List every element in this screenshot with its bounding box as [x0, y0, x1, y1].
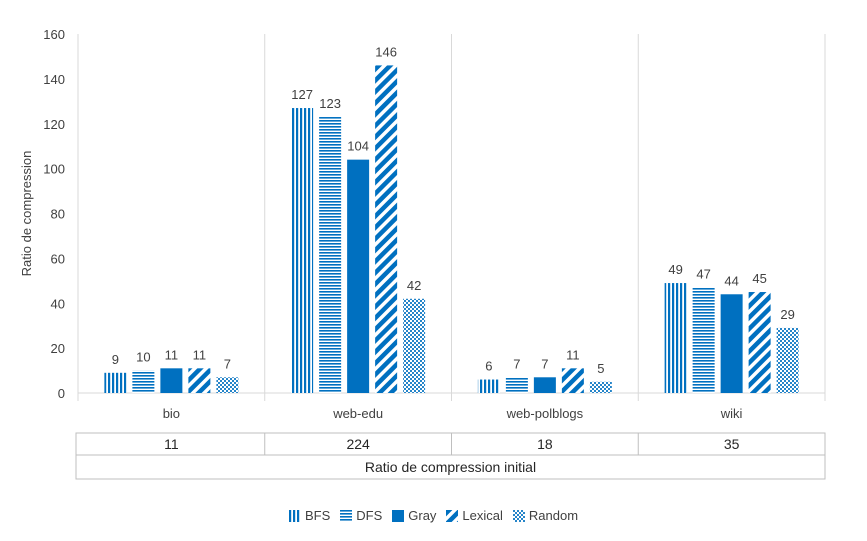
- bar-bfs-bio: [104, 372, 127, 393]
- data-label: 11: [165, 347, 179, 362]
- bar-dfs-wiki: [692, 287, 715, 393]
- bar-bfs-web-edu: [291, 108, 314, 393]
- y-tick-label: 40: [51, 296, 65, 311]
- legend-label: BFS: [304, 508, 331, 523]
- legend-swatch-fill: [392, 509, 405, 522]
- legend-swatch: [340, 509, 353, 522]
- y-tick-label: 100: [43, 162, 65, 177]
- chart-legend: BFS DFS Gray Lexical Random: [0, 508, 867, 525]
- legend-swatch-fill: [446, 509, 459, 522]
- data-table-title: Ratio de compression initial: [365, 459, 536, 475]
- data-label: 29: [780, 307, 794, 322]
- bar-dfs-web-polblogs: [505, 377, 528, 393]
- legend-item-dfs: DFS: [340, 508, 382, 523]
- y-tick-label: 160: [43, 27, 65, 42]
- legend-label: Lexical: [462, 508, 503, 523]
- data-label: 42: [407, 278, 421, 293]
- bar-gray-wiki: [720, 294, 743, 393]
- bar-dfs-web-edu: [319, 117, 342, 394]
- data-label: 5: [597, 361, 604, 376]
- data-label: 10: [136, 350, 150, 365]
- data-table: [75, 432, 826, 480]
- data-label: 9: [112, 352, 119, 367]
- y-tick-label: 60: [51, 251, 65, 266]
- data-label: 123: [319, 96, 341, 111]
- bar-random-wiki: [776, 327, 799, 393]
- y-tick-label: 120: [43, 117, 65, 132]
- bar-lexical-bio: [188, 368, 211, 393]
- bar-random-web-edu: [403, 298, 426, 393]
- bar-random-bio: [216, 377, 239, 393]
- bar-gray-bio: [160, 368, 183, 393]
- legend-label: DFS: [356, 508, 383, 523]
- data-label: 146: [375, 44, 397, 59]
- data-label: 7: [224, 356, 231, 371]
- bar-bfs-wiki: [664, 283, 687, 393]
- data-table-value: 11: [164, 436, 179, 452]
- y-tick-label: 20: [51, 341, 65, 356]
- data-table-value: 18: [537, 436, 553, 452]
- y-axis-title: Ratio de compression: [19, 151, 34, 277]
- data-label: 44: [724, 273, 738, 288]
- y-tick-label: 80: [51, 207, 65, 222]
- legend-label: Gray: [408, 508, 437, 523]
- bar-bfs-web-polblogs: [477, 379, 500, 393]
- x-tick-label: wiki: [720, 406, 743, 421]
- data-table-value: 224: [346, 436, 370, 452]
- legend-swatch-fill: [288, 509, 301, 522]
- bar-gray-web-edu: [347, 159, 370, 393]
- bar-gray-web-polblogs: [533, 377, 556, 393]
- data-label: 104: [347, 139, 369, 154]
- legend-label: Random: [528, 508, 579, 523]
- bar-random-web-polblogs: [589, 381, 612, 393]
- bar-lexical-wiki: [748, 292, 771, 393]
- y-tick-label: 140: [43, 72, 65, 87]
- data-table-value: 35: [724, 436, 740, 452]
- x-tick-label: web-edu: [332, 406, 383, 421]
- data-label: 49: [668, 262, 682, 277]
- legend-swatch: [446, 509, 459, 522]
- data-label: 6: [485, 359, 492, 374]
- legend-swatch: [288, 509, 301, 522]
- legend-swatch: [512, 509, 525, 522]
- bar-lexical-web-polblogs: [561, 368, 584, 393]
- data-label: 7: [541, 356, 548, 371]
- x-tick-label: web-polblogs: [506, 406, 584, 421]
- bar-lexical-web-edu: [375, 65, 398, 393]
- legend-swatch-fill: [340, 509, 353, 522]
- bar-dfs-bio: [132, 370, 155, 393]
- data-label: 11: [193, 347, 207, 362]
- data-label: 7: [513, 356, 520, 371]
- data-label: 11: [566, 347, 580, 362]
- data-label: 45: [752, 271, 766, 286]
- y-tick-label: 0: [58, 386, 65, 401]
- legend-item-random: Random: [512, 508, 579, 523]
- legend-item-gray: Gray: [392, 508, 436, 523]
- legend-item-lexical: Lexical: [446, 508, 503, 523]
- data-label: 127: [291, 87, 313, 102]
- legend-item-bfs: BFS: [288, 508, 331, 523]
- data-label: 47: [696, 267, 710, 282]
- legend-swatch-fill: [512, 509, 525, 522]
- legend-swatch: [392, 509, 405, 522]
- x-tick-label: bio: [163, 406, 180, 421]
